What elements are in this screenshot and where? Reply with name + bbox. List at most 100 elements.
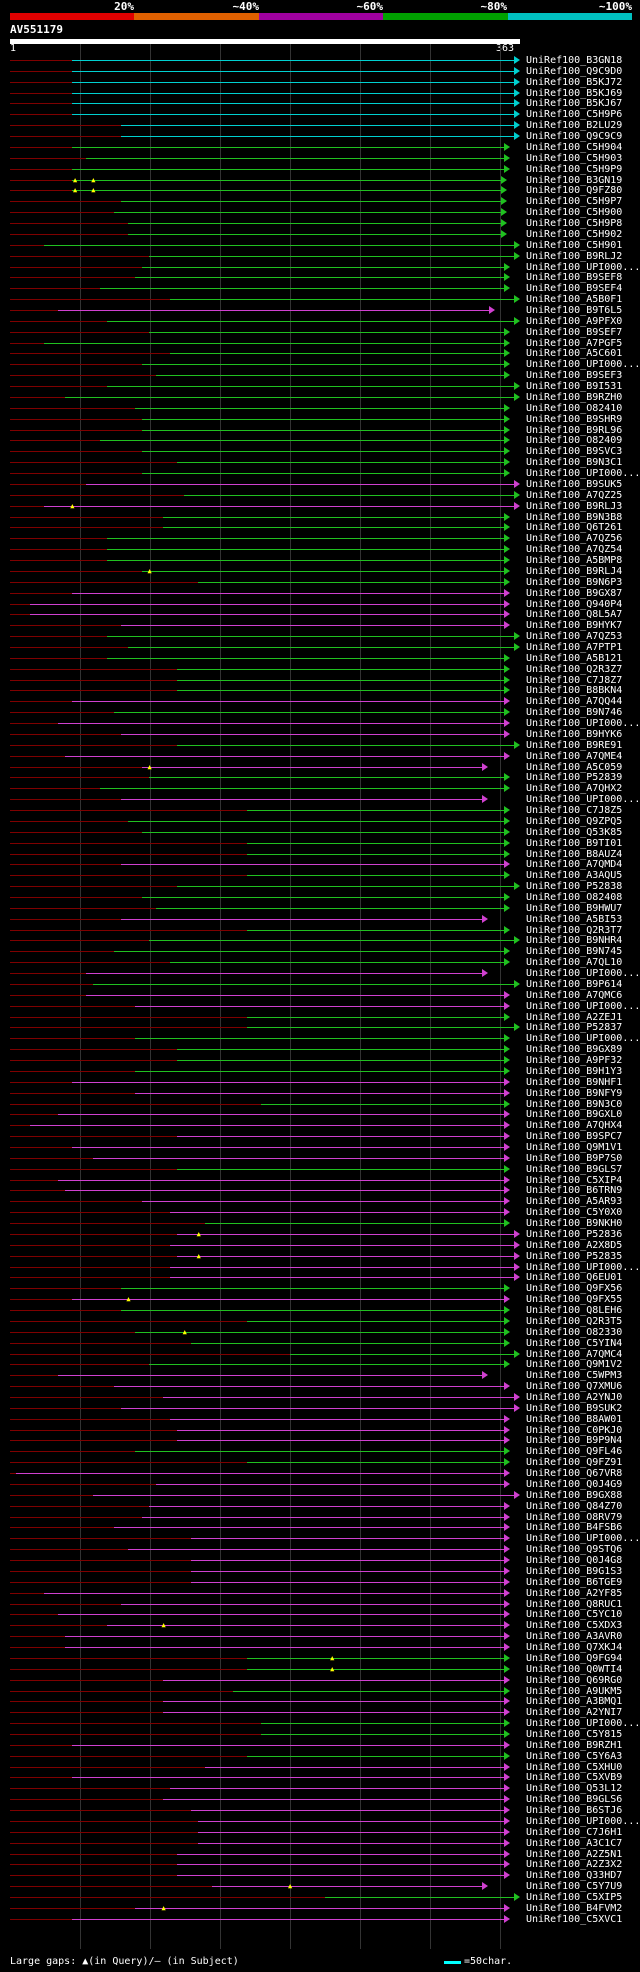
hit-label-link[interactable]: UniRef100_B9GLS6 <box>526 1794 623 1806</box>
hit-label-link[interactable]: UniRef100_B9NFY9 <box>526 1087 623 1099</box>
hit-label-link[interactable]: UniRef100_Q33HD7 <box>526 1870 623 1882</box>
hit-label-link[interactable]: UniRef100_A7QMD4 <box>526 859 623 871</box>
hit-label-link[interactable]: UniRef100_Q9FZ80 <box>526 185 623 197</box>
alignment-bar[interactable] <box>198 581 505 583</box>
hit-label-link[interactable]: UniRef100_C5H9P8 <box>526 218 623 230</box>
hit-label-link[interactable]: UniRef100_B8AW01 <box>526 1413 623 1425</box>
alignment-bar[interactable] <box>142 451 505 453</box>
alignment-bar[interactable] <box>120 1603 505 1605</box>
hit-label-link[interactable]: UniRef100_O82408 <box>526 891 623 903</box>
alignment-bar[interactable] <box>135 1451 505 1453</box>
hit-label-link[interactable]: UniRef100_C0PKJ0 <box>526 1424 623 1436</box>
alignment-bar[interactable] <box>324 1897 514 1899</box>
hit-label-link[interactable]: UniRef100_B9RLJ3 <box>526 500 623 512</box>
hit-label-link[interactable]: UniRef100_A9PF32 <box>526 1055 623 1067</box>
hit-label-link[interactable]: UniRef100_B6TGE9 <box>526 1576 623 1588</box>
alignment-bar[interactable] <box>170 962 505 964</box>
alignment-bar[interactable] <box>142 766 482 768</box>
hit-label-link[interactable]: UniRef100_UPI000... <box>526 261 640 273</box>
hit-label-link[interactable]: UniRef100_B6STJ6 <box>526 1805 623 1817</box>
hit-label-link[interactable]: UniRef100_A9UKM5 <box>526 1685 623 1697</box>
alignment-bar[interactable] <box>128 646 514 648</box>
hit-label-link[interactable]: UniRef100_O8RV79 <box>526 1511 623 1523</box>
alignment-bar[interactable] <box>113 1527 505 1529</box>
alignment-bar[interactable] <box>177 744 514 746</box>
hit-label-link[interactable]: UniRef100_B9I531 <box>526 381 623 393</box>
alignment-bar[interactable] <box>191 1560 505 1562</box>
alignment-bar[interactable] <box>43 342 505 344</box>
hit-label-link[interactable]: UniRef100_O82409 <box>526 435 623 447</box>
hit-label-link[interactable]: UniRef100_B9P614 <box>526 978 623 990</box>
alignment-bar[interactable] <box>142 831 505 833</box>
alignment-bar[interactable] <box>177 1049 505 1051</box>
alignment-bar[interactable] <box>177 1060 505 1062</box>
hit-label-link[interactable]: UniRef100_B9SEF4 <box>526 283 623 295</box>
alignment-bar[interactable] <box>113 1386 505 1388</box>
alignment-bar[interactable] <box>135 1070 505 1072</box>
alignment-bar[interactable] <box>120 864 505 866</box>
alignment-bar[interactable] <box>120 799 482 801</box>
hit-label-link[interactable]: UniRef100_C5XDX3 <box>526 1620 623 1632</box>
alignment-bar[interactable] <box>247 810 505 812</box>
hit-label-link[interactable]: UniRef100_B9HWU7 <box>526 902 623 914</box>
hit-label-link[interactable]: UniRef100_B8BKN4 <box>526 685 623 697</box>
alignment-bar[interactable] <box>71 592 505 594</box>
hit-label-link[interactable]: UniRef100_UPI000... <box>526 1815 640 1827</box>
alignment-bar[interactable] <box>120 1288 505 1290</box>
alignment-bar[interactable] <box>71 146 505 148</box>
alignment-bar[interactable] <box>247 929 505 931</box>
hit-label-link[interactable]: UniRef100_B9N745 <box>526 946 623 958</box>
alignment-bar[interactable] <box>191 1570 505 1572</box>
hit-label-link[interactable]: UniRef100_A7QMC4 <box>526 1348 623 1360</box>
alignment-bar[interactable] <box>71 60 514 61</box>
alignment-bar[interactable] <box>177 1233 514 1235</box>
hit-label-link[interactable]: UniRef100_A2ZEJ1 <box>526 1011 623 1023</box>
alignment-bar[interactable] <box>128 233 502 235</box>
alignment-bar[interactable] <box>135 1038 505 1040</box>
hit-label-link[interactable]: UniRef100_Q9FL46 <box>526 1446 623 1458</box>
alignment-bar[interactable] <box>177 1136 505 1138</box>
alignment-bar[interactable] <box>261 1723 505 1725</box>
hit-label-link[interactable]: UniRef100_O82410 <box>526 402 623 414</box>
alignment-bar[interactable] <box>29 603 505 605</box>
hit-label-link[interactable]: UniRef100_A7QZ25 <box>526 489 623 501</box>
alignment-bar[interactable] <box>113 212 502 214</box>
alignment-bar[interactable] <box>71 168 505 170</box>
alignment-bar[interactable] <box>113 712 505 714</box>
alignment-bar[interactable] <box>177 1429 505 1431</box>
hit-label-link[interactable]: UniRef100_C5Y6A3 <box>526 1750 623 1762</box>
hit-label-link[interactable]: UniRef100_UPI000... <box>526 359 640 371</box>
hit-label-link[interactable]: UniRef100_C5H901 <box>526 239 623 251</box>
hit-label-link[interactable]: UniRef100_A7PGF5 <box>526 337 623 349</box>
alignment-bar[interactable] <box>198 1820 505 1822</box>
hit-label-link[interactable]: UniRef100_B9RLJ4 <box>526 565 623 577</box>
hit-label-link[interactable]: UniRef100_B9GX89 <box>526 1044 623 1056</box>
alignment-bar[interactable] <box>71 1299 505 1301</box>
hit-label-link[interactable]: UniRef100_A3BMQ1 <box>526 1696 623 1708</box>
hit-label-link[interactable]: UniRef100_Q67VR8 <box>526 1468 623 1480</box>
alignment-bar[interactable] <box>71 1081 505 1083</box>
alignment-bar[interactable] <box>99 288 505 290</box>
alignment-bar[interactable] <box>85 157 505 159</box>
hit-label-link[interactable]: UniRef100_C5H9P7 <box>526 196 623 208</box>
alignment-bar[interactable] <box>71 92 514 94</box>
hit-label-link[interactable]: UniRef100_Q2R3T5 <box>526 1315 623 1327</box>
alignment-bar[interactable] <box>106 320 514 322</box>
alignment-bar[interactable] <box>120 918 482 920</box>
alignment-bar[interactable] <box>128 820 505 822</box>
alignment-bar[interactable] <box>71 1147 505 1148</box>
hit-label-link[interactable]: UniRef100_B9GLS7 <box>526 1163 623 1175</box>
alignment-bar[interactable] <box>64 1647 505 1649</box>
alignment-bar[interactable] <box>163 1701 505 1703</box>
alignment-bar[interactable] <box>149 777 505 779</box>
hit-label-link[interactable]: UniRef100_C7J6H1 <box>526 1826 623 1838</box>
alignment-bar[interactable] <box>247 853 505 855</box>
hit-label-link[interactable]: UniRef100_B5KJ69 <box>526 87 623 99</box>
alignment-bar[interactable] <box>163 1397 514 1398</box>
alignment-bar[interactable] <box>57 1375 482 1377</box>
hit-label-link[interactable]: UniRef100_A7QZ56 <box>526 533 623 545</box>
hit-label-link[interactable]: UniRef100_Q7XKJ4 <box>526 1642 623 1654</box>
alignment-bar[interactable] <box>71 103 514 105</box>
hit-label-link[interactable]: UniRef100_A5BI53 <box>526 913 623 925</box>
hit-label-link[interactable]: UniRef100_UPI000... <box>526 1718 640 1730</box>
